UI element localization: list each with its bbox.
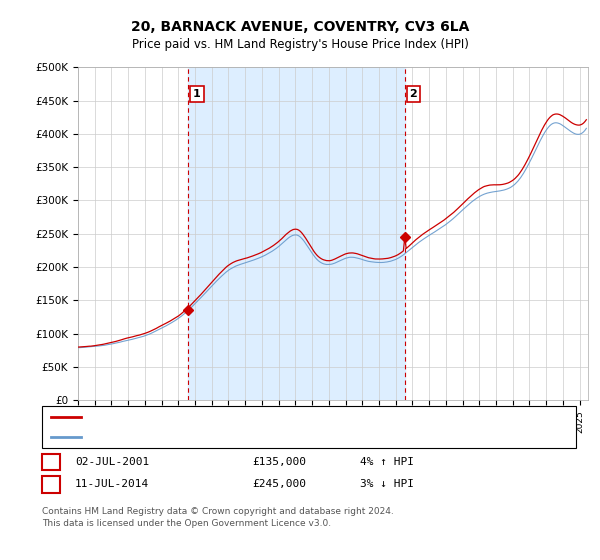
- Text: 02-JUL-2001: 02-JUL-2001: [75, 457, 149, 467]
- Text: 1: 1: [193, 89, 201, 99]
- Text: £245,000: £245,000: [252, 479, 306, 489]
- Bar: [188, 67, 404, 400]
- Text: 20, BARNACK AVENUE, COVENTRY, CV3 6LA: 20, BARNACK AVENUE, COVENTRY, CV3 6LA: [131, 20, 469, 34]
- Text: HPI: Average price, detached house, Coventry: HPI: Average price, detached house, Cove…: [87, 432, 328, 442]
- Text: 2: 2: [410, 89, 418, 99]
- Text: 3% ↓ HPI: 3% ↓ HPI: [360, 479, 414, 489]
- Text: 1: 1: [47, 457, 55, 467]
- Text: 4% ↑ HPI: 4% ↑ HPI: [360, 457, 414, 467]
- Text: Contains HM Land Registry data © Crown copyright and database right 2024.
This d: Contains HM Land Registry data © Crown c…: [42, 507, 394, 528]
- Text: 2: 2: [47, 479, 55, 489]
- Text: Price paid vs. HM Land Registry's House Price Index (HPI): Price paid vs. HM Land Registry's House …: [131, 38, 469, 51]
- Text: 11-JUL-2014: 11-JUL-2014: [75, 479, 149, 489]
- Text: £135,000: £135,000: [252, 457, 306, 467]
- Text: 20, BARNACK AVENUE, COVENTRY, CV3 6LA (detached house): 20, BARNACK AVENUE, COVENTRY, CV3 6LA (d…: [87, 412, 410, 422]
